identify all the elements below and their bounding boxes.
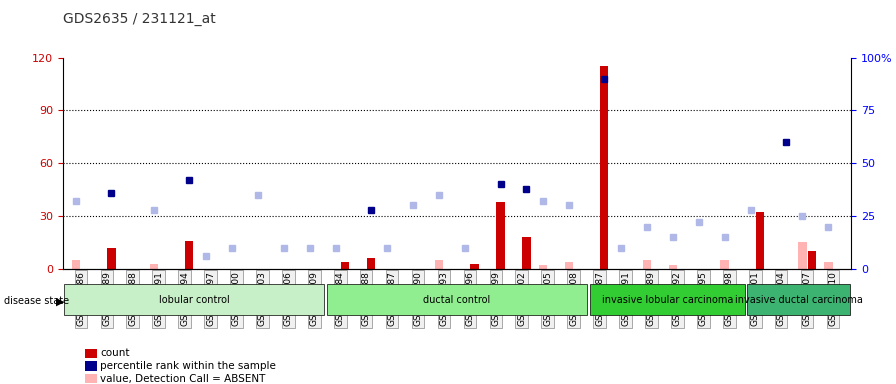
Bar — [668, 265, 676, 269]
Text: ▶: ▶ — [56, 296, 64, 306]
Bar — [600, 66, 608, 269]
Bar — [435, 260, 444, 269]
Bar — [807, 251, 816, 269]
Bar — [108, 248, 116, 269]
Text: count: count — [100, 348, 130, 358]
Bar — [72, 260, 81, 269]
Text: invasive ductal carcinoma: invasive ductal carcinoma — [735, 295, 863, 305]
Text: lobular control: lobular control — [159, 295, 229, 305]
Bar — [798, 242, 806, 269]
Bar — [470, 263, 478, 269]
Text: GDS2635 / 231121_at: GDS2635 / 231121_at — [63, 12, 215, 25]
Bar — [564, 262, 573, 269]
Bar — [522, 237, 530, 269]
FancyBboxPatch shape — [64, 284, 324, 315]
Bar — [755, 212, 764, 269]
Bar — [185, 241, 194, 269]
Text: disease state: disease state — [4, 296, 70, 306]
Bar — [538, 265, 547, 269]
Bar — [366, 258, 375, 269]
Text: value, Detection Call = ABSENT: value, Detection Call = ABSENT — [100, 374, 266, 384]
Bar — [150, 263, 159, 269]
Bar — [824, 262, 832, 269]
Bar — [642, 260, 651, 269]
FancyBboxPatch shape — [327, 284, 587, 315]
Bar — [496, 202, 504, 269]
Text: invasive lobular carcinoma: invasive lobular carcinoma — [601, 295, 733, 305]
FancyBboxPatch shape — [747, 284, 850, 315]
Bar — [340, 262, 349, 269]
FancyBboxPatch shape — [590, 284, 745, 315]
Text: percentile rank within the sample: percentile rank within the sample — [100, 361, 276, 371]
Text: ductal control: ductal control — [423, 295, 491, 305]
Bar — [720, 260, 728, 269]
